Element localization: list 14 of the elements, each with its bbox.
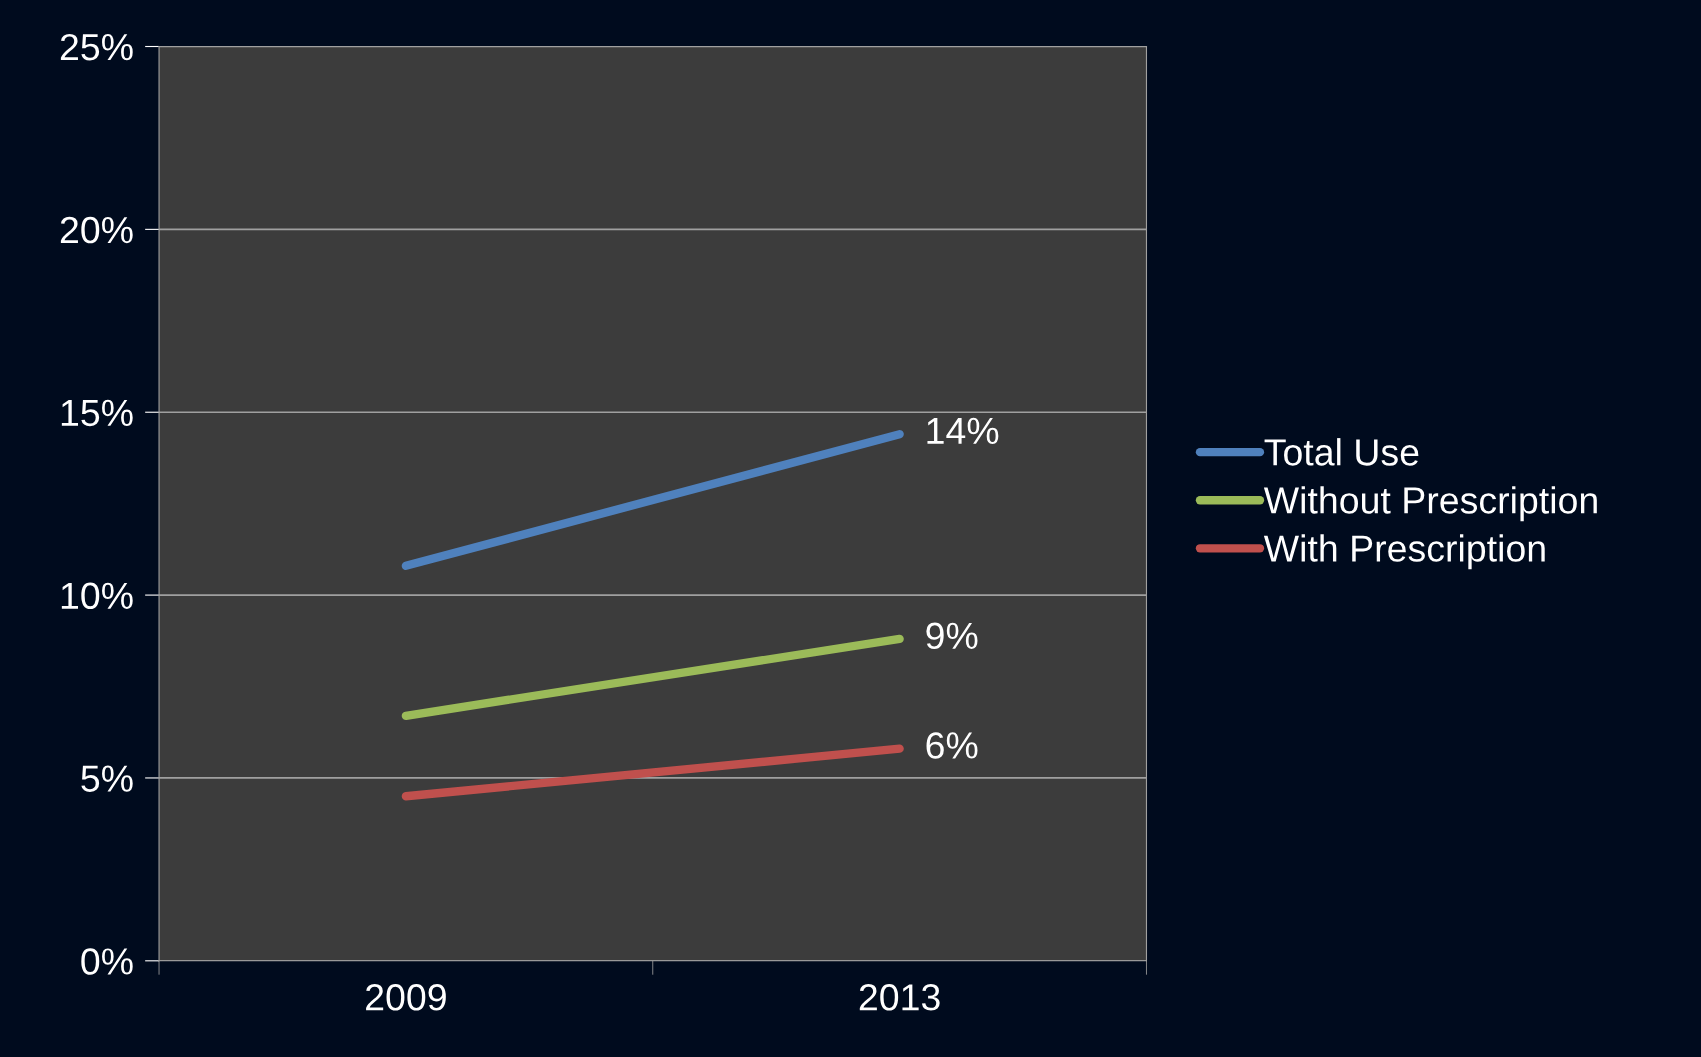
legend-label: Without Prescription bbox=[1263, 486, 1597, 522]
y-tick-label: 25% bbox=[60, 33, 133, 61]
y-tick-label: 0% bbox=[81, 948, 133, 975]
legend-label: Total Use bbox=[1264, 438, 1419, 466]
x-tick-label: 2009 bbox=[366, 984, 446, 1011]
data-label: 14% bbox=[927, 417, 999, 445]
legend-label: With Prescription bbox=[1263, 534, 1545, 570]
data-label: 6% bbox=[926, 732, 978, 759]
data-label: 9% bbox=[926, 622, 978, 650]
y-tick-label: 10% bbox=[61, 582, 133, 610]
y-tick-label: 20% bbox=[60, 216, 133, 244]
x-tick-label: 2013 bbox=[859, 984, 940, 1011]
y-tick-label: 15% bbox=[61, 399, 133, 427]
y-tick-label: 5% bbox=[81, 765, 133, 792]
